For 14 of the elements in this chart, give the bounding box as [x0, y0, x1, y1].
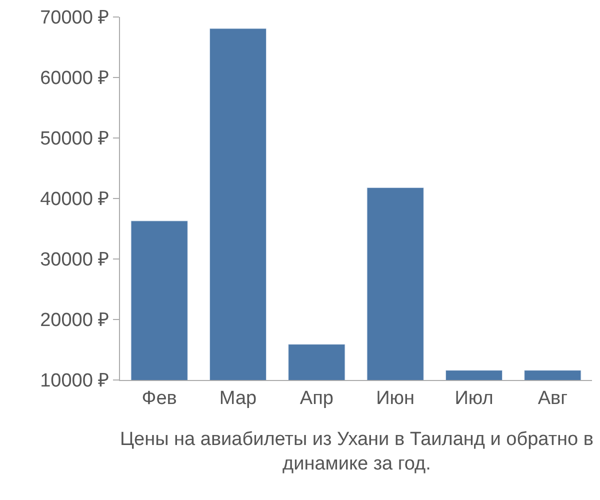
y-tick-label: 70000 ₽ — [40, 8, 110, 29]
text: Цены на авиабилеты из Ухани в Таиланд и обратно в динамике за год. — [120, 429, 594, 475]
y-tick-label: 60000 ₽ — [40, 68, 110, 90]
x-tick-label: Июн — [376, 388, 415, 409]
y-tick-label: 30000 ₽ — [40, 250, 110, 271]
y-tick-label: 50000 ₽ — [40, 128, 110, 150]
x-tick-label: Авг — [538, 388, 568, 409]
x-tick-label: Мар — [219, 388, 257, 409]
y-tick-label: 10000 ₽ — [40, 370, 110, 392]
y-tick-label: 40000 ₽ — [40, 189, 110, 210]
x-tick-label: Июл — [454, 388, 494, 409]
x-tick-label: Фев — [142, 388, 177, 409]
y-tick-label: 20000 ₽ — [40, 310, 110, 332]
x-tick-label: Апр — [300, 388, 334, 409]
